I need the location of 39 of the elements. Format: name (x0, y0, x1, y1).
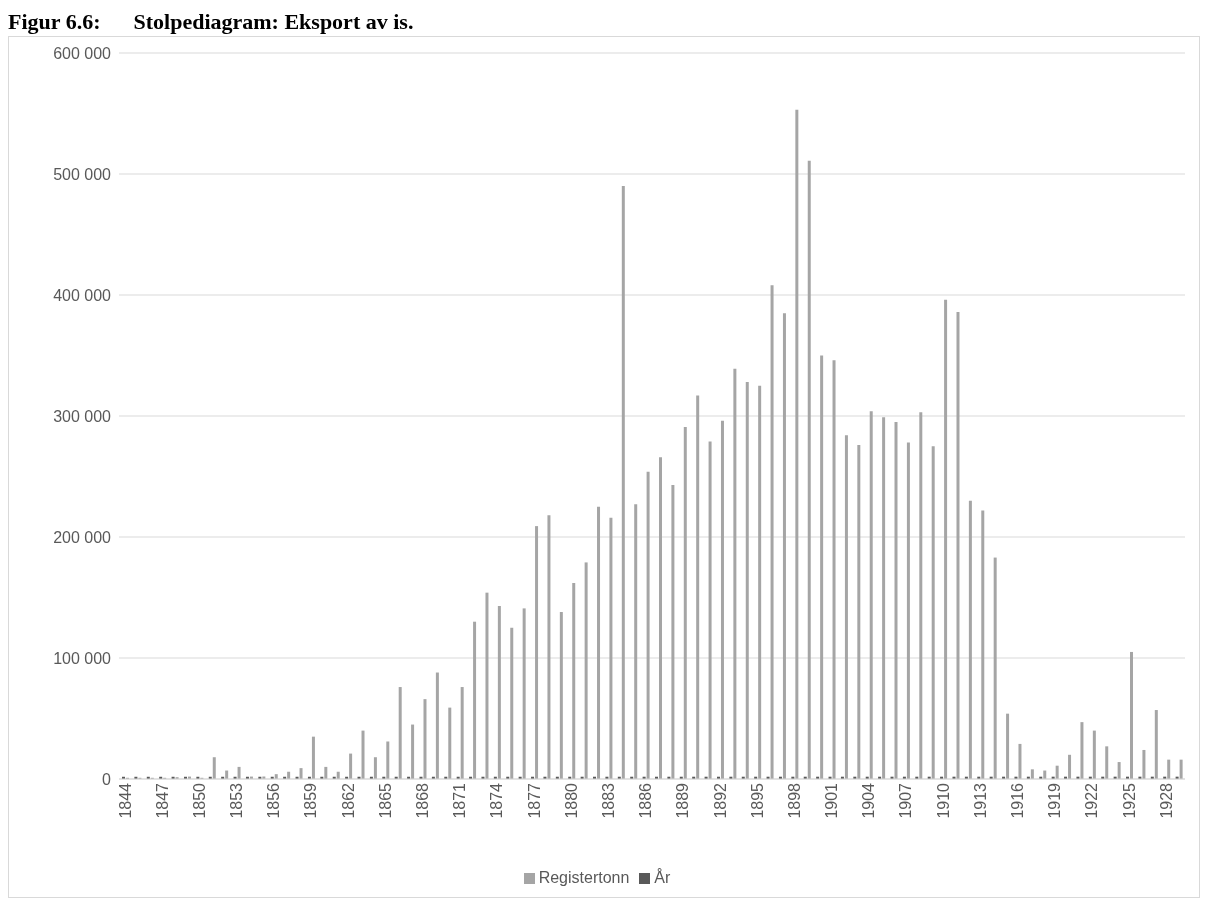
legend-label: Registertonn (538, 869, 630, 886)
x-tick-label: 1901 (823, 782, 841, 819)
y-tick-label: 200 000 (53, 528, 112, 546)
x-tick-label: 1859 (302, 782, 320, 819)
x-tick-label: 1889 (674, 782, 692, 819)
x-tick-label: 1862 (339, 782, 357, 819)
x-tick-label: 1874 (488, 782, 506, 819)
chart-title: Figur 6.6: Stolpediagram: Eksport av is. (8, 8, 415, 36)
x-tick-label: 1856 (265, 782, 283, 819)
x-tick-label: 1892 (711, 782, 729, 819)
x-tick-label: 1922 (1083, 782, 1101, 819)
y-tick-label: 500 000 (53, 165, 112, 183)
y-tick-label: 300 000 (53, 407, 112, 425)
x-tick-label: 1904 (860, 782, 878, 819)
x-tick-label: 1868 (414, 782, 432, 819)
x-tick-label: 1853 (228, 782, 246, 819)
x-tick-label: 1898 (785, 782, 803, 819)
x-tick-label: 1895 (748, 782, 766, 819)
x-tick-label: 1919 (1046, 782, 1064, 819)
x-tick-label: 1916 (1009, 782, 1027, 819)
legend-label: År (654, 869, 671, 886)
x-tick-label: 1883 (599, 782, 617, 819)
y-tick-label: 600 000 (53, 44, 112, 62)
x-tick-label: 1850 (190, 782, 208, 819)
x-tick-label: 1907 (897, 782, 915, 819)
y-tick-label: 400 000 (53, 286, 112, 304)
x-tick-label: 1871 (451, 782, 469, 819)
y-tick-label: 100 000 (53, 649, 112, 667)
y-tick-label: 0 (102, 770, 112, 788)
x-tick-label: 1844 (116, 782, 134, 819)
x-tick-label: 1886 (637, 782, 655, 819)
x-tick-label: 1928 (1157, 782, 1175, 819)
x-tick-label: 1865 (376, 782, 394, 819)
x-tick-label: 1847 (153, 782, 171, 819)
x-tick-label: 1925 (1120, 782, 1138, 819)
x-tick-label: 1877 (525, 782, 543, 819)
x-tick-label: 1913 (971, 782, 989, 819)
x-tick-label: 1880 (562, 782, 580, 819)
x-tick-label: 1910 (934, 782, 952, 819)
